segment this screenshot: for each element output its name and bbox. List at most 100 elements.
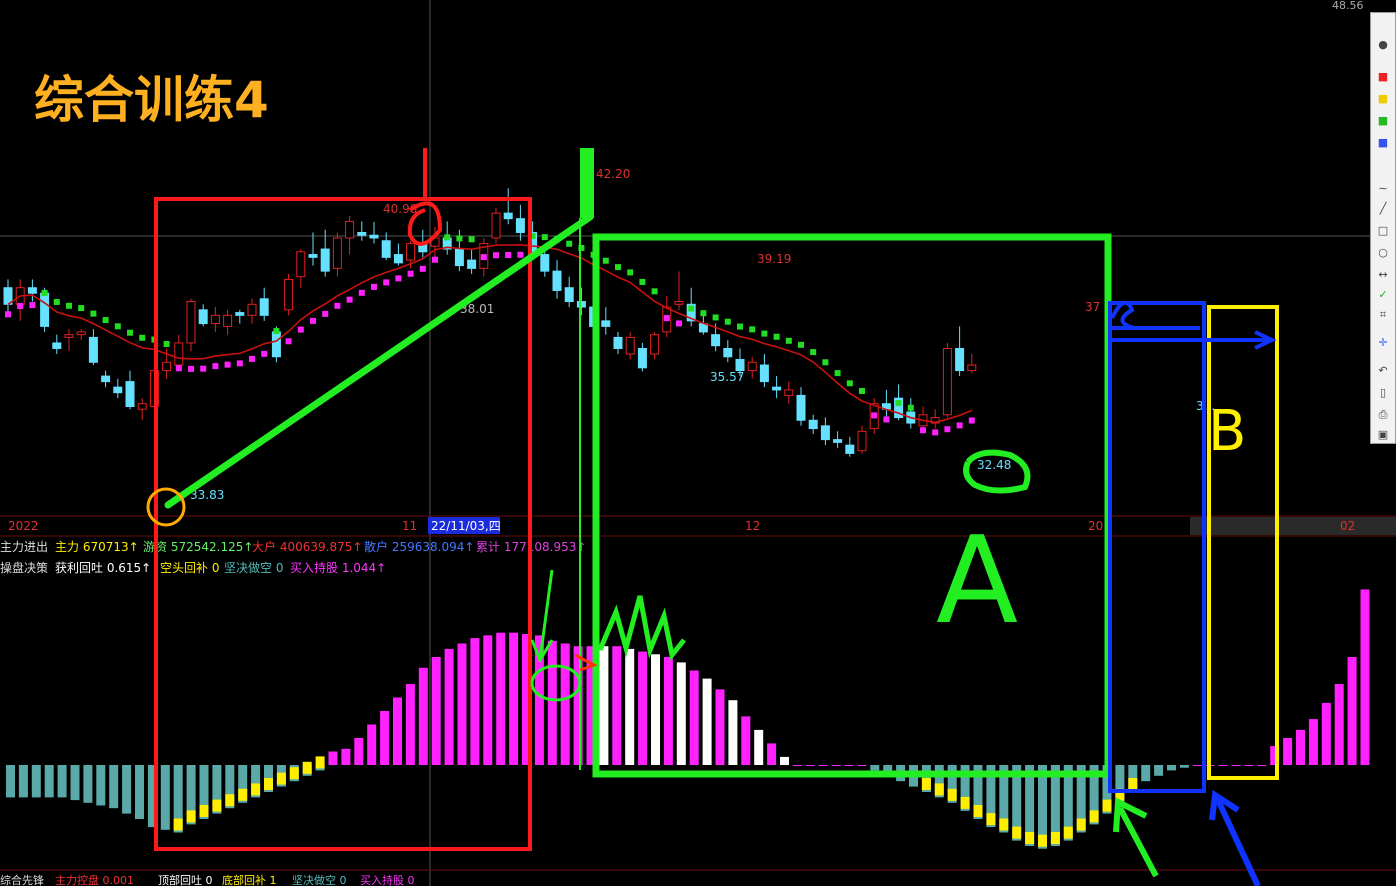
candle-body	[967, 364, 977, 372]
indicator-dot	[907, 404, 914, 411]
plus-icon[interactable]: ✛	[1378, 336, 1388, 349]
histogram-bar	[586, 646, 596, 765]
histogram-yellow-cap	[264, 778, 273, 790]
candle-body	[894, 397, 904, 419]
indicator-dot	[517, 251, 524, 258]
histogram-bar	[780, 756, 789, 765]
candle-body	[259, 298, 269, 316]
yellow-square-icon[interactable]: ■	[1377, 92, 1389, 105]
candle-body	[296, 251, 306, 278]
indicator-dot	[566, 240, 573, 247]
histogram-bar	[599, 646, 609, 765]
histogram-bar	[186, 765, 196, 825]
histogram-bar	[57, 765, 67, 798]
ellipse-icon[interactable]: ○	[1378, 246, 1388, 259]
bottom-hold: 买入持股 0	[360, 873, 415, 886]
candle-body	[64, 334, 74, 338]
histogram-yellow-cap	[302, 761, 312, 774]
candle-body	[186, 301, 196, 344]
indicator-dot	[102, 317, 109, 324]
annotation-blue-scribble	[1110, 300, 1200, 330]
indicator1-main: 主力 670713↑	[55, 540, 139, 554]
check-icon[interactable]: ✓	[1378, 288, 1388, 301]
candle-body	[796, 394, 806, 421]
wave-icon[interactable]: ∼	[1378, 182, 1388, 195]
candle-body	[454, 248, 464, 267]
histogram-bar	[122, 765, 132, 814]
histogram-bar	[612, 646, 622, 765]
indicator2-hold: 买入持股 1.044↑	[290, 560, 386, 575]
candle-body	[601, 320, 611, 327]
line-icon[interactable]: ╱	[1379, 202, 1387, 215]
indicator-dot	[541, 234, 548, 241]
candle-body	[113, 386, 123, 394]
indicator-dot	[761, 330, 768, 337]
green-square-icon[interactable]: ■	[1377, 114, 1389, 127]
undo-icon[interactable]: ↶	[1378, 364, 1388, 377]
indicator-dot	[66, 302, 72, 309]
histogram-bar	[444, 648, 454, 765]
histogram-bar	[999, 765, 1009, 833]
price-label-low1: 35.57	[710, 370, 744, 384]
histogram-yellow-cap	[186, 810, 196, 823]
rect-icon[interactable]: □	[1377, 224, 1389, 237]
candle-body	[735, 359, 745, 372]
histogram-bar	[947, 765, 957, 803]
indicator-dot	[712, 314, 719, 321]
print-icon[interactable]: ⎙	[1378, 408, 1388, 421]
indicator-dot	[724, 318, 731, 325]
histogram-bar	[792, 765, 802, 766]
indicator-dot	[846, 380, 853, 387]
arrow-icon[interactable]: ↔	[1378, 268, 1388, 281]
histogram-yellow-cap	[238, 788, 248, 801]
bottom-bottom: 底部回补 1	[222, 873, 277, 886]
price-label-high2: 42.20	[596, 167, 630, 181]
histogram-bar	[547, 640, 557, 765]
histogram-yellow-cap	[173, 818, 183, 831]
red-square-icon[interactable]: ■	[1377, 70, 1389, 83]
indicator-dot	[175, 365, 182, 372]
histogram-yellow-cap	[1025, 832, 1035, 844]
histogram-bar	[831, 765, 841, 766]
doc-icon[interactable]: ▯	[1379, 386, 1387, 399]
annotation-blue-box	[1108, 301, 1206, 793]
indicator-dot	[371, 283, 377, 290]
histogram-bar	[135, 765, 144, 819]
histogram-bar	[1360, 589, 1370, 765]
annotation-blue-arrow-right	[1112, 330, 1277, 350]
histogram-bar	[251, 765, 261, 798]
histogram-bar	[393, 697, 402, 765]
histogram-bar	[509, 632, 519, 765]
histogram-yellow-cap	[1063, 826, 1073, 839]
histogram-bar	[367, 724, 377, 765]
histogram-bar	[805, 765, 815, 766]
candle-body	[223, 314, 233, 327]
histogram-bar	[689, 670, 699, 765]
histogram-bar	[341, 748, 351, 765]
indicator-dot	[127, 329, 133, 336]
annotation-green-arrow-up	[1113, 797, 1159, 878]
dot-icon[interactable]: ●	[1378, 38, 1388, 51]
histogram-bar	[1321, 702, 1331, 765]
candle-body	[613, 336, 623, 349]
annotation-yellow-box	[1207, 305, 1279, 780]
annotation-trend-line	[164, 213, 594, 509]
histogram-bar	[1231, 765, 1241, 766]
candle-body	[406, 243, 416, 261]
histogram-bar	[1141, 765, 1151, 782]
indicator-dot	[200, 365, 207, 372]
crop-icon[interactable]: ⌗	[1379, 308, 1387, 321]
candle-body	[101, 375, 111, 383]
annotation-green-bar	[580, 148, 594, 218]
candle-body	[711, 334, 721, 347]
image-icon[interactable]: ▣	[1377, 428, 1389, 441]
indicator-dot	[859, 387, 865, 394]
date-20: 20	[1088, 519, 1103, 533]
annotation-letter-b: B	[1208, 399, 1246, 464]
histogram-bar	[573, 646, 583, 765]
indicator-dot	[419, 265, 426, 272]
histogram-bar	[1012, 765, 1022, 841]
histogram-bar	[883, 765, 893, 776]
blue-square-icon[interactable]: ■	[1377, 136, 1389, 149]
